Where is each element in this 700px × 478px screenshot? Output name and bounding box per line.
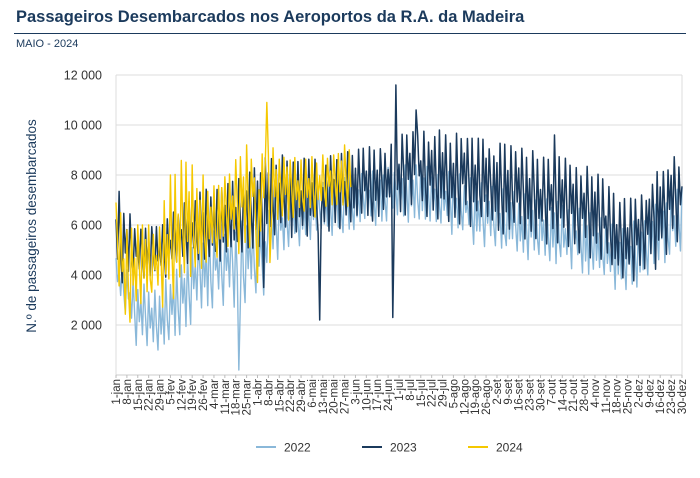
x-tick-label: 23-set xyxy=(525,378,537,411)
y-tick-label: 12 000 xyxy=(64,69,102,83)
x-tick-label: 14-out xyxy=(557,378,569,411)
x-tick-label: 18-mar xyxy=(231,379,243,416)
x-tick-label: 15-jul xyxy=(416,379,428,407)
x-tick-label: 22-abr xyxy=(285,379,297,412)
x-tick-label: 15-abr xyxy=(274,379,286,412)
x-tick-label: 4-mar xyxy=(209,379,221,409)
legend-label-2023: 2023 xyxy=(390,441,417,455)
x-tick-label: 26-fev xyxy=(198,379,210,411)
x-tick-label: 27-mai xyxy=(340,379,352,414)
legend-label-2024: 2024 xyxy=(496,441,523,455)
x-tick-label: 9-set xyxy=(503,378,515,404)
x-tick-label: 8-jan xyxy=(122,379,134,405)
x-tick-label: 25-mar xyxy=(242,379,254,416)
x-tick-label: 12-fev xyxy=(176,379,188,411)
x-tick-label: 5-ago xyxy=(448,379,460,408)
title-divider xyxy=(14,33,686,34)
x-tick-label: 18-nov xyxy=(612,379,624,414)
x-tick-label: 30-dez xyxy=(677,379,689,414)
x-tick-label: 26-ago xyxy=(481,379,493,415)
y-tick-label: 8 000 xyxy=(71,169,102,183)
x-tick-label: 24-jun xyxy=(383,379,395,411)
series-layer xyxy=(115,84,683,371)
chart-title: Passageiros Desembarcados nos Aeroportos… xyxy=(16,8,525,26)
x-tick-label: 30-set xyxy=(536,378,548,411)
x-tick-label: 2-dez xyxy=(633,379,645,408)
x-tick-label: 22-jul xyxy=(427,379,439,407)
x-tick-label: 15-jan xyxy=(133,379,145,411)
y-tick-label: 2 000 xyxy=(71,319,102,333)
x-tick-label: 19-ago xyxy=(470,379,482,415)
x-tick-label: 28-out xyxy=(579,378,591,411)
x-tick-label: 20-mai xyxy=(329,379,341,414)
x-tick-label: 25-nov xyxy=(623,379,635,414)
x-tick-label: 29-abr xyxy=(296,379,308,412)
x-tick-label: 16-dez xyxy=(655,379,667,414)
x-tick-label: 21-out xyxy=(568,378,580,411)
x-tick-label: 17-jun xyxy=(372,379,384,411)
y-tick-label: 6 000 xyxy=(71,219,102,233)
x-tick-label: 11-mar xyxy=(220,379,232,415)
x-tick-label: 22-jan xyxy=(144,379,156,411)
legend-label-2022: 2022 xyxy=(284,441,311,455)
x-tick-label: 23-dez xyxy=(666,379,678,414)
y-axis-label: N.º de passageiros desembarcados xyxy=(24,119,39,333)
x-tick-label: 13-mai xyxy=(318,379,330,414)
x-tick-label: 1-abr xyxy=(253,379,265,406)
x-tick-label: 11-nov xyxy=(601,379,613,414)
series-line-2024 xyxy=(115,101,352,323)
x-tick-label: 1-jan xyxy=(111,379,123,405)
x-tick-label: 5-fev xyxy=(165,379,177,405)
x-tick-label: 16-set xyxy=(514,378,526,411)
y-tick-label: 4 000 xyxy=(71,269,102,283)
y-tick-label: 10 000 xyxy=(64,119,102,133)
x-tick-label: 19-fev xyxy=(187,379,199,411)
x-tick-label: 3-jun xyxy=(350,379,362,405)
x-tick-label: 9-dez xyxy=(644,379,656,408)
x-tick-label: 29-jan xyxy=(155,379,167,411)
x-tick-label: 8-jul xyxy=(405,379,417,401)
x-tick-label: 10-jun xyxy=(361,379,373,411)
x-axis-ticks: 1-jan8-jan15-jan22-jan29-jan5-fev12-fev1… xyxy=(111,375,689,415)
x-tick-label: 1-jul xyxy=(394,379,406,401)
chart-subtitle: MAIO - 2024 xyxy=(16,38,79,50)
legend: 2022 2023 2024 xyxy=(256,441,523,455)
x-tick-label: 29-jul xyxy=(438,379,450,407)
x-tick-label: 7-out xyxy=(546,378,558,405)
x-tick-label: 12-ago xyxy=(459,379,471,415)
x-tick-label: 4-nov xyxy=(590,379,602,408)
x-tick-label: 8-abr xyxy=(263,379,275,406)
x-tick-label: 6-mai xyxy=(307,379,319,408)
y-axis-ticks: 2 000 4 000 6 000 8 000 10 000 12 000 xyxy=(64,69,102,333)
x-tick-label: 2-set xyxy=(492,378,504,404)
